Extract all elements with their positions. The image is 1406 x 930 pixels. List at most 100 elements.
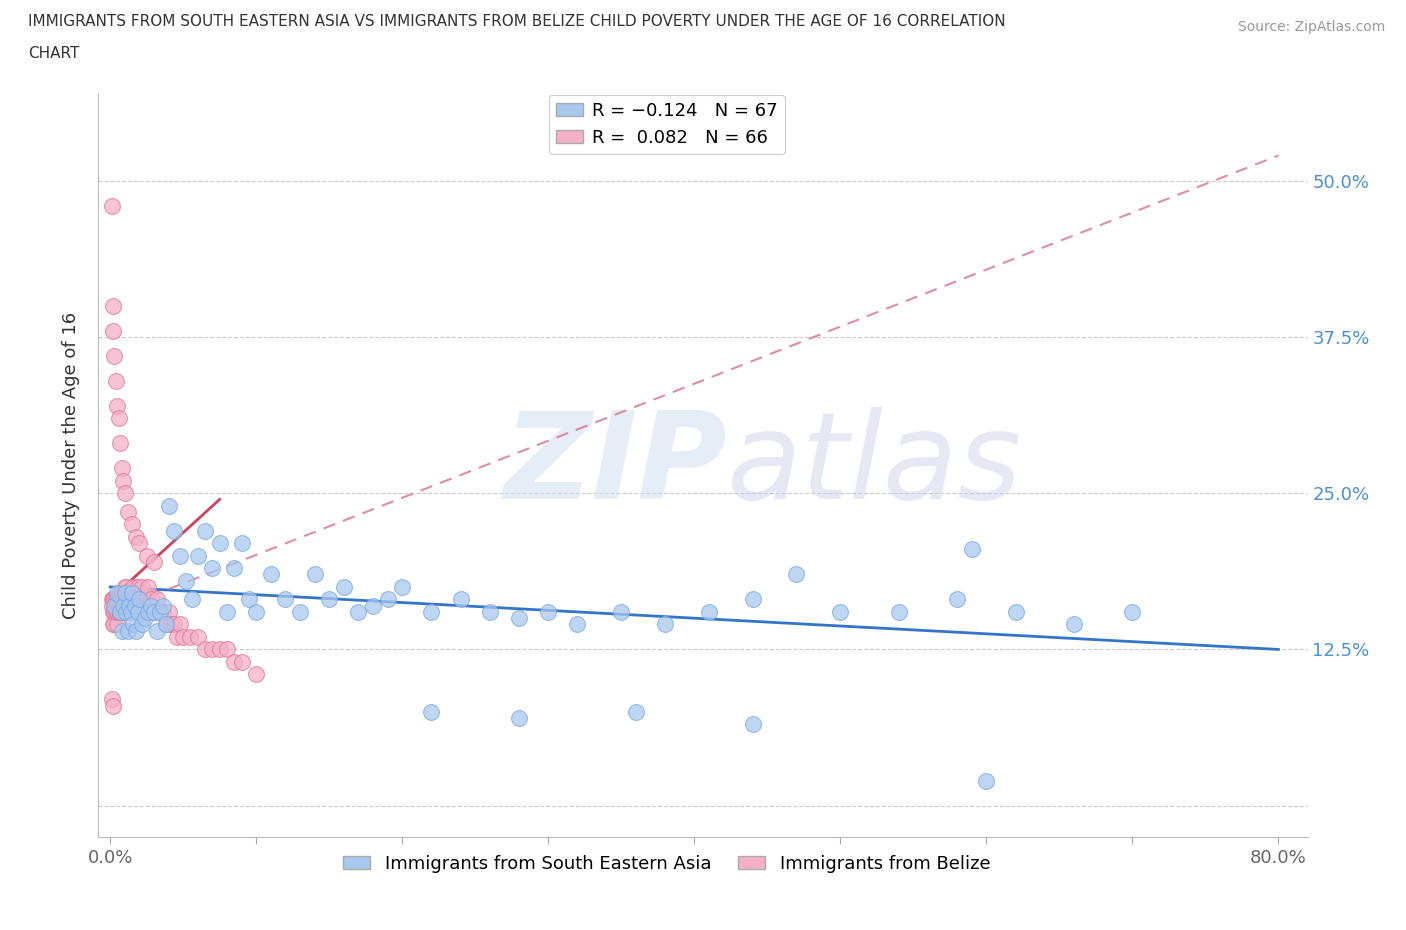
Point	[224, 561, 246, 576]
Point	[231, 536, 253, 551]
Point	[100, 592, 122, 607]
Point	[785, 567, 807, 582]
Point	[201, 642, 224, 657]
Point	[111, 592, 134, 607]
Point	[103, 617, 125, 631]
Point	[112, 604, 135, 619]
Point	[121, 592, 143, 607]
Point	[391, 579, 413, 594]
Point	[567, 617, 589, 631]
Point	[450, 592, 472, 607]
Point	[103, 598, 125, 613]
Point	[117, 623, 139, 638]
Point	[128, 536, 150, 551]
Point	[138, 604, 160, 619]
Point	[741, 717, 763, 732]
Point	[149, 604, 172, 619]
Point	[103, 348, 125, 363]
Point	[110, 586, 132, 601]
Point	[974, 773, 997, 788]
Point	[160, 617, 183, 631]
Point	[107, 598, 129, 613]
Point	[121, 517, 143, 532]
Text: Source: ZipAtlas.com: Source: ZipAtlas.com	[1237, 20, 1385, 34]
Point	[420, 705, 443, 720]
Point	[238, 592, 260, 607]
Point	[121, 586, 143, 601]
Point	[508, 611, 530, 626]
Point	[245, 604, 267, 619]
Point	[112, 598, 135, 613]
Point	[478, 604, 501, 619]
Point	[104, 373, 127, 388]
Point	[111, 586, 134, 601]
Point	[100, 692, 122, 707]
Point	[111, 623, 134, 638]
Point	[110, 592, 132, 607]
Point	[136, 579, 159, 594]
Point	[128, 592, 150, 607]
Point	[101, 604, 124, 619]
Point	[131, 579, 153, 594]
Point	[274, 592, 297, 607]
Point	[174, 573, 197, 588]
Y-axis label: Child Poverty Under the Age of 16: Child Poverty Under the Age of 16	[62, 312, 80, 618]
Point	[420, 604, 443, 619]
Point	[110, 604, 132, 619]
Point	[1121, 604, 1143, 619]
Point	[112, 592, 135, 607]
Point	[107, 604, 129, 619]
Point	[120, 604, 142, 619]
Point	[166, 630, 188, 644]
Point	[115, 592, 138, 607]
Point	[146, 592, 169, 607]
Point	[157, 498, 180, 513]
Point	[103, 592, 125, 607]
Point	[741, 592, 763, 607]
Point	[215, 604, 238, 619]
Point	[115, 604, 138, 619]
Point	[347, 604, 370, 619]
Point	[134, 611, 156, 626]
Point	[288, 604, 311, 619]
Point	[142, 604, 165, 619]
Point	[135, 548, 157, 563]
Point	[149, 604, 172, 619]
Point	[318, 592, 340, 607]
Point	[304, 567, 326, 582]
Point	[101, 592, 124, 607]
Point	[104, 604, 127, 619]
Point	[201, 561, 224, 576]
Point	[125, 592, 148, 607]
Point	[100, 598, 122, 613]
Point	[129, 592, 152, 607]
Point	[1004, 604, 1026, 619]
Point	[103, 604, 125, 619]
Point	[114, 485, 136, 500]
Point	[104, 592, 127, 607]
Point	[332, 579, 354, 594]
Text: IMMIGRANTS FROM SOUTH EASTERN ASIA VS IMMIGRANTS FROM BELIZE CHILD POVERTY UNDER: IMMIGRANTS FROM SOUTH EASTERN ASIA VS IM…	[28, 14, 1005, 29]
Point	[146, 623, 169, 638]
Point	[142, 554, 165, 569]
Point	[108, 592, 131, 607]
Point	[377, 592, 399, 607]
Point	[139, 598, 162, 613]
Point	[224, 655, 246, 670]
Text: atlas: atlas	[727, 406, 1022, 524]
Point	[946, 592, 969, 607]
Point	[115, 579, 138, 594]
Point	[132, 592, 155, 607]
Point	[114, 579, 136, 594]
Point	[135, 592, 157, 607]
Point	[624, 705, 647, 720]
Point	[654, 617, 676, 631]
Point	[179, 630, 201, 644]
Point	[108, 604, 131, 619]
Point	[361, 598, 384, 613]
Point	[169, 617, 191, 631]
Point	[107, 592, 129, 607]
Point	[101, 323, 124, 338]
Point	[887, 604, 910, 619]
Point	[110, 435, 132, 450]
